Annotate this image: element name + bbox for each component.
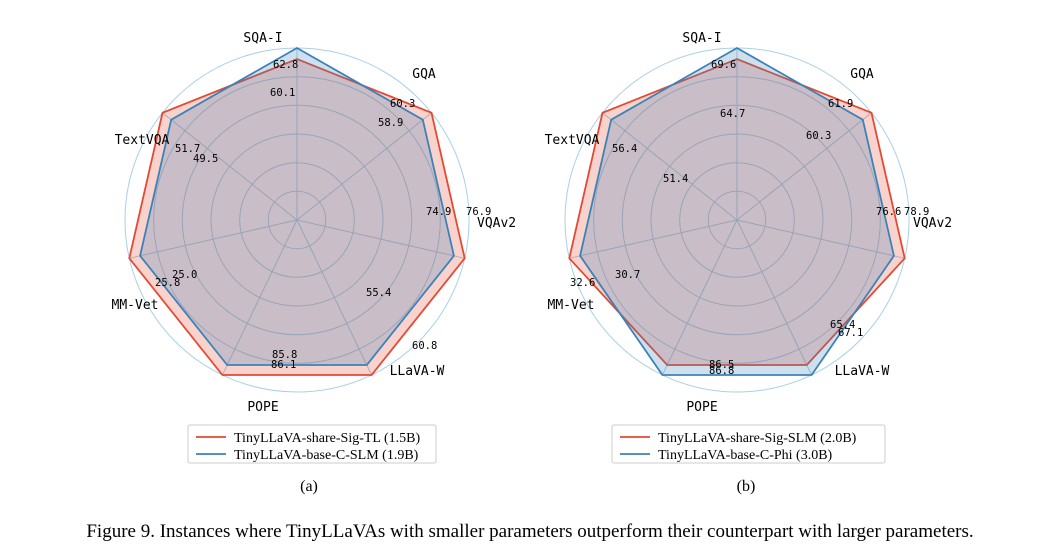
legend-box bbox=[611, 424, 886, 464]
legend-entry: TinyLLaVA-share-Sig-TL (1.5B) bbox=[234, 431, 420, 446]
legend: TinyLLaVA-share-Sig-TL (1.5B) TinyLLaVA-b… bbox=[187, 424, 437, 464]
grid-spoke bbox=[736, 112, 872, 221]
data-label: 67.1 bbox=[838, 327, 863, 339]
legend-entry: TinyLLaVA-share-Sig-SLM (2.0B) bbox=[658, 431, 857, 446]
grid-spoke bbox=[296, 112, 432, 221]
data-label: 74.9 bbox=[426, 206, 451, 218]
grid-spoke bbox=[736, 219, 813, 376]
data-label: 78.9 bbox=[904, 206, 929, 218]
figure-caption: Figure 9. Instances where TinyLLaVAs wit… bbox=[86, 521, 973, 542]
axis-label: POPE bbox=[247, 400, 278, 415]
data-label: 55.4 bbox=[366, 287, 391, 299]
subfigure-label-b: (b) bbox=[737, 478, 756, 495]
axis-label: GQA bbox=[850, 67, 874, 82]
series-polygon-red bbox=[128, 58, 466, 376]
data-label: 51.7 bbox=[175, 143, 200, 155]
series-polygon-red bbox=[568, 58, 906, 366]
grid-spoke bbox=[602, 112, 738, 221]
axis-label: GQA bbox=[412, 67, 436, 82]
axis-label: MM-Vet bbox=[112, 298, 159, 313]
data-label: 30.7 bbox=[615, 269, 640, 281]
data-label: 58.9 bbox=[378, 117, 403, 129]
legend-entry: TinyLLaVA-base-C-SLM (1.9B) bbox=[234, 448, 419, 463]
data-label: 60.8 bbox=[412, 340, 437, 352]
axis-label: MM-Vet bbox=[548, 298, 595, 313]
data-label: 25.8 bbox=[155, 277, 180, 289]
grid-spoke bbox=[296, 219, 373, 376]
data-label: 32.6 bbox=[570, 277, 595, 289]
grid-spoke bbox=[661, 219, 738, 376]
data-label: 61.9 bbox=[828, 98, 853, 110]
radar-chart-b: SQA-I GQA VQAv2 LLaVA-W POPE MM-Vet TextVQA 64.… bbox=[545, 31, 952, 464]
axis-label: SQA-I bbox=[682, 31, 721, 46]
data-label: 76.6 bbox=[876, 206, 901, 218]
data-label: 64.7 bbox=[720, 108, 745, 120]
data-label: 76.9 bbox=[466, 206, 491, 218]
data-label: 60.3 bbox=[390, 98, 415, 110]
grid-spoke bbox=[736, 219, 905, 259]
data-label: 65.4 bbox=[830, 319, 855, 331]
axis-label: TextVQA bbox=[545, 133, 600, 148]
axis-label: VQAv2 bbox=[477, 216, 516, 231]
subfigure-label-a: (a) bbox=[300, 478, 318, 495]
grid-spoke bbox=[129, 219, 298, 259]
axis-label: LLaVA-W bbox=[835, 364, 890, 379]
series-polygon-blue bbox=[579, 46, 895, 376]
grid-spoke bbox=[569, 219, 738, 259]
radar-chart-a: SQA-I GQA VQAv2 LLaVA-W POPE MM-Vet TextVQA 60.… bbox=[112, 31, 516, 464]
axis-label: POPE bbox=[686, 400, 717, 415]
data-label: 86.8 bbox=[709, 365, 734, 377]
data-label: 62.8 bbox=[273, 59, 298, 71]
legend-entry: TinyLLaVA-base-C-Phi (3.0B) bbox=[658, 448, 833, 463]
data-label: 60.3 bbox=[806, 130, 831, 142]
axis-label: VQAv2 bbox=[913, 216, 952, 231]
grid-spoke bbox=[221, 219, 298, 376]
axis-label: LLaVA-W bbox=[390, 364, 445, 379]
data-label: 25.0 bbox=[172, 269, 197, 281]
data-label: 86.5 bbox=[709, 359, 734, 371]
axis-label: SQA-I bbox=[243, 31, 282, 46]
legend: TinyLLaVA-share-Sig-SLM (2.0B) TinyLLaVA-… bbox=[611, 424, 886, 464]
legend-box bbox=[187, 424, 437, 464]
grid-spoke bbox=[296, 219, 465, 259]
data-label: 69.6 bbox=[711, 59, 736, 71]
data-label: 85.8 bbox=[272, 349, 297, 361]
data-label: 86.1 bbox=[271, 359, 296, 371]
data-label: 49.5 bbox=[193, 153, 218, 165]
series-polygon-blue bbox=[139, 46, 455, 366]
axis-label: TextVQA bbox=[115, 133, 170, 148]
data-label: 60.1 bbox=[270, 87, 295, 99]
grid-spoke bbox=[162, 112, 298, 221]
data-label: 56.4 bbox=[612, 143, 637, 155]
data-label: 51.4 bbox=[663, 173, 688, 185]
